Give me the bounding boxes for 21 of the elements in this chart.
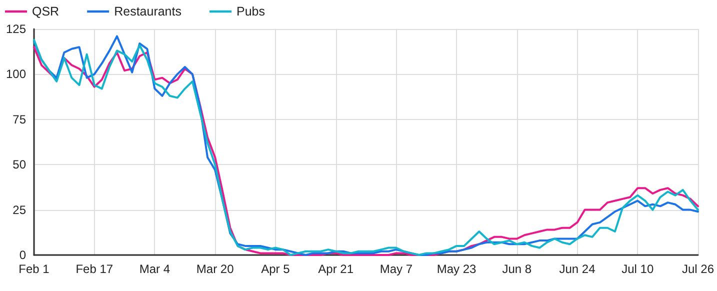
x-tick-label: May 23 (436, 262, 477, 276)
x-tick-label: Feb 1 (18, 262, 50, 276)
x-tick-label: May 7 (380, 262, 413, 276)
x-tick-label: Jun 24 (559, 262, 596, 276)
x-tick-label: Mar 4 (139, 262, 170, 276)
legend-label: QSR (32, 4, 60, 18)
y-tick-label: 25 (12, 202, 26, 217)
y-tick-label: 75 (12, 112, 26, 126)
x-tick-label: Feb 17 (76, 262, 114, 276)
x-tick-label: Jul 26 (682, 262, 714, 276)
x-tick-label: Apr 21 (318, 262, 354, 276)
x-tick-label: Mar 20 (196, 262, 234, 276)
y-tick-label: 100 (6, 67, 26, 82)
x-tick-label: Jun 8 (502, 262, 532, 276)
y-tick-label: 50 (12, 158, 26, 172)
legend-label: Pubs (236, 4, 265, 18)
x-tick-label: Jul 10 (622, 262, 654, 276)
legend-label: Restaurants (114, 4, 182, 18)
y-tick-label: 0 (19, 248, 26, 262)
x-tick-label: Apr 5 (261, 262, 290, 276)
y-tick-label: 125 (6, 22, 26, 36)
